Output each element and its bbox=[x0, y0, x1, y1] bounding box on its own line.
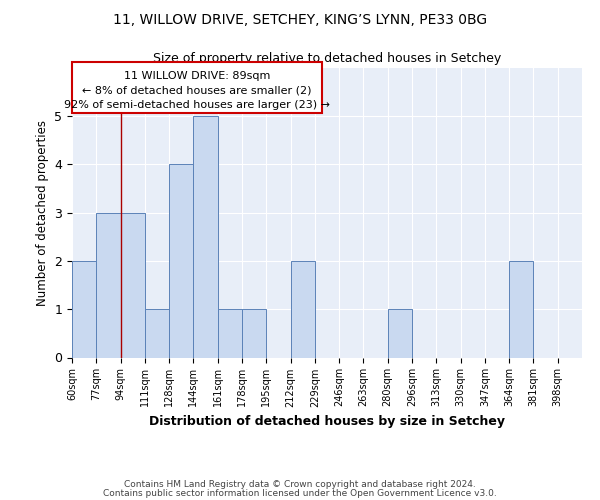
Bar bbox=[96, 212, 121, 358]
Bar bbox=[509, 261, 533, 358]
FancyBboxPatch shape bbox=[72, 62, 322, 114]
Bar bbox=[145, 309, 169, 358]
Text: Contains HM Land Registry data © Crown copyright and database right 2024.: Contains HM Land Registry data © Crown c… bbox=[124, 480, 476, 489]
Bar bbox=[193, 116, 218, 358]
X-axis label: Distribution of detached houses by size in Setchey: Distribution of detached houses by size … bbox=[149, 415, 505, 428]
Text: Contains public sector information licensed under the Open Government Licence v3: Contains public sector information licen… bbox=[103, 489, 497, 498]
Bar bbox=[242, 309, 266, 358]
Bar bbox=[121, 212, 145, 358]
Text: 92% of semi-detached houses are larger (23) →: 92% of semi-detached houses are larger (… bbox=[64, 100, 330, 110]
Bar bbox=[218, 309, 242, 358]
Y-axis label: Number of detached properties: Number of detached properties bbox=[36, 120, 49, 306]
Text: 11, WILLOW DRIVE, SETCHEY, KING’S LYNN, PE33 0BG: 11, WILLOW DRIVE, SETCHEY, KING’S LYNN, … bbox=[113, 12, 487, 26]
Text: 11 WILLOW DRIVE: 89sqm: 11 WILLOW DRIVE: 89sqm bbox=[124, 71, 270, 81]
Title: Size of property relative to detached houses in Setchey: Size of property relative to detached ho… bbox=[153, 52, 501, 65]
Text: ← 8% of detached houses are smaller (2): ← 8% of detached houses are smaller (2) bbox=[82, 86, 312, 96]
Bar bbox=[290, 261, 315, 358]
Bar bbox=[169, 164, 193, 358]
Bar bbox=[388, 309, 412, 358]
Bar bbox=[72, 261, 96, 358]
